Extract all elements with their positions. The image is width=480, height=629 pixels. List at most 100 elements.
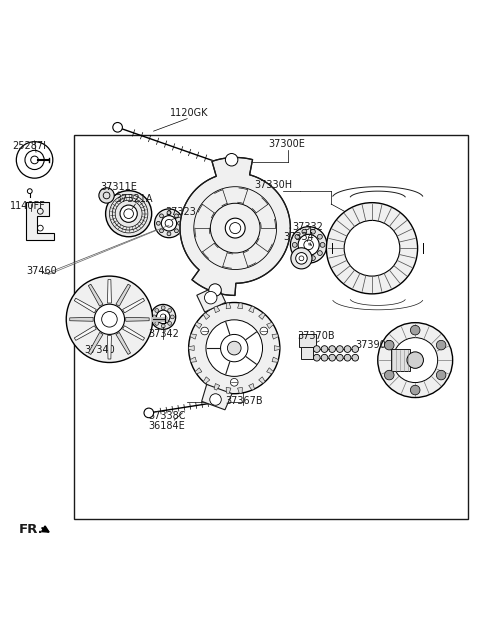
Circle shape [201, 327, 208, 335]
Bar [301, 347, 313, 359]
Circle shape [344, 354, 351, 361]
Circle shape [384, 370, 394, 380]
Polygon shape [238, 303, 242, 309]
Circle shape [155, 209, 183, 238]
Circle shape [436, 370, 446, 380]
Circle shape [120, 205, 137, 222]
Circle shape [113, 123, 122, 132]
Polygon shape [272, 334, 278, 339]
Circle shape [260, 327, 268, 335]
Polygon shape [108, 336, 111, 359]
Polygon shape [126, 318, 149, 321]
Polygon shape [88, 333, 103, 354]
Text: 37338C: 37338C [149, 411, 186, 421]
Circle shape [167, 211, 171, 214]
Text: 37330H: 37330H [254, 180, 292, 190]
Polygon shape [108, 279, 111, 303]
Circle shape [436, 340, 446, 350]
Circle shape [209, 284, 221, 296]
Circle shape [296, 253, 307, 264]
Circle shape [210, 394, 221, 405]
Circle shape [317, 235, 322, 239]
Polygon shape [202, 384, 232, 410]
Text: 37340: 37340 [84, 345, 115, 355]
Circle shape [228, 342, 241, 355]
Circle shape [407, 352, 423, 369]
Circle shape [206, 320, 263, 376]
Polygon shape [122, 326, 144, 340]
Polygon shape [272, 357, 278, 362]
Polygon shape [189, 346, 194, 350]
Text: 37300E: 37300E [269, 139, 306, 149]
Circle shape [106, 191, 152, 237]
Circle shape [94, 304, 125, 335]
Circle shape [290, 226, 327, 263]
Circle shape [292, 243, 297, 247]
Circle shape [66, 276, 153, 362]
Text: 37311E: 37311E [101, 182, 138, 192]
Circle shape [152, 315, 156, 319]
Polygon shape [226, 303, 231, 309]
Text: 37460: 37460 [26, 266, 57, 276]
Polygon shape [190, 357, 196, 362]
Circle shape [352, 354, 359, 361]
Polygon shape [259, 313, 265, 320]
Text: 1120GK: 1120GK [170, 108, 209, 118]
Circle shape [204, 291, 217, 304]
Polygon shape [266, 322, 273, 328]
Circle shape [144, 408, 154, 418]
Text: 37370B: 37370B [298, 331, 335, 341]
Circle shape [230, 379, 238, 386]
Circle shape [302, 256, 307, 260]
Circle shape [155, 321, 159, 325]
Circle shape [410, 325, 420, 335]
Circle shape [311, 229, 315, 234]
Circle shape [168, 309, 171, 313]
Circle shape [313, 346, 320, 352]
Circle shape [155, 309, 159, 313]
Polygon shape [214, 384, 220, 390]
Circle shape [226, 153, 238, 166]
Bar [74, 135, 468, 518]
Circle shape [313, 354, 320, 361]
Circle shape [159, 214, 163, 218]
Text: 1140FF: 1140FF [10, 201, 45, 211]
Circle shape [326, 203, 418, 294]
Circle shape [336, 346, 343, 352]
Circle shape [291, 248, 312, 269]
Polygon shape [204, 313, 210, 320]
Text: 37367B: 37367B [226, 396, 263, 406]
Polygon shape [259, 377, 265, 384]
Circle shape [321, 346, 328, 352]
Circle shape [344, 346, 351, 352]
Circle shape [329, 346, 336, 352]
Circle shape [170, 315, 174, 319]
Circle shape [295, 235, 300, 239]
Circle shape [175, 214, 179, 218]
Polygon shape [249, 306, 254, 313]
Text: 36184E: 36184E [149, 421, 186, 431]
Circle shape [317, 251, 322, 255]
Circle shape [151, 304, 176, 330]
Circle shape [189, 303, 280, 394]
Text: 37321A: 37321A [115, 194, 153, 204]
Circle shape [378, 323, 453, 398]
Polygon shape [266, 368, 273, 374]
Circle shape [168, 321, 171, 325]
Polygon shape [190, 334, 196, 339]
Circle shape [352, 346, 359, 352]
Circle shape [156, 221, 160, 225]
Circle shape [161, 216, 177, 231]
Polygon shape [88, 284, 103, 306]
Polygon shape [274, 346, 280, 350]
Circle shape [302, 229, 307, 234]
Circle shape [344, 220, 400, 276]
Polygon shape [204, 377, 210, 384]
Circle shape [175, 229, 179, 233]
Polygon shape [116, 333, 131, 354]
Polygon shape [195, 368, 202, 374]
Text: 37323: 37323 [166, 207, 196, 217]
Circle shape [99, 188, 114, 203]
Polygon shape [116, 284, 131, 306]
Circle shape [393, 338, 438, 382]
